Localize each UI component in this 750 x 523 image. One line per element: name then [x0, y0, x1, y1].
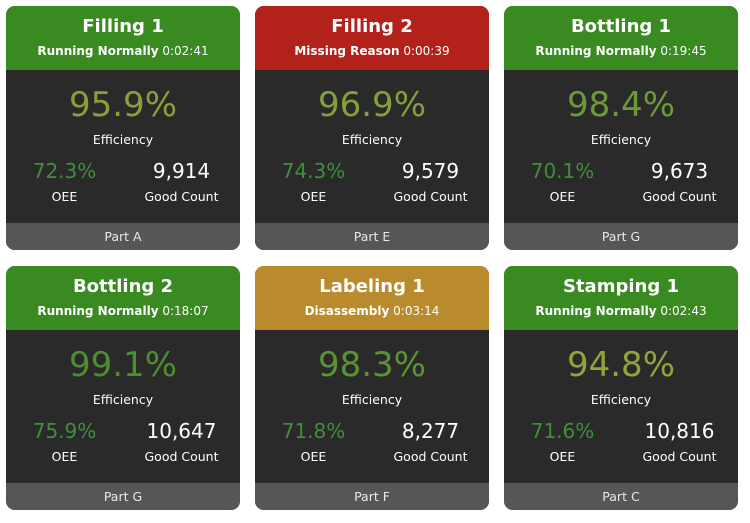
oee-value: 72.3%	[32, 159, 97, 183]
good-count-block: 10,647 Good Count	[123, 419, 240, 469]
card-body: 95.9% Efficiency 72.3% OEE 9,914 Good Count	[6, 71, 240, 222]
oee-label: OEE	[549, 189, 576, 204]
oee-block: 74.3% OEE	[255, 159, 372, 209]
good-count-label: Good Count	[393, 449, 468, 464]
machine-card: Filling 1 Running Normally 0:02:41 95.9% Ef…	[6, 6, 240, 250]
status-time: 0:03:14	[393, 304, 440, 318]
status: Missing Reason	[294, 44, 400, 58]
good-count-value: 8,277	[401, 419, 460, 443]
oee-value: 70.1%	[530, 159, 595, 183]
part-name: Part E	[255, 223, 489, 250]
oee-value: 71.8%	[281, 419, 346, 443]
efficiency-label: Efficiency	[590, 392, 652, 407]
oee-value: 74.3%	[281, 159, 346, 183]
card-header: Bottling 2 Running Normally 0:18:07	[6, 266, 240, 330]
good-count-label: Good Count	[642, 189, 717, 204]
oee-label: OEE	[51, 449, 78, 464]
oee-block: 70.1% OEE	[504, 159, 621, 209]
oee-label: OEE	[300, 449, 327, 464]
card-header: Stamping 1 Running Normally 0:02:43	[504, 266, 738, 330]
status-time: 0:18:07	[162, 304, 209, 318]
part-name: Part C	[504, 483, 738, 510]
good-count-block: 9,579 Good Count	[372, 159, 489, 209]
good-count-block: 9,673 Good Count	[621, 159, 738, 209]
machine-name: Bottling 1	[570, 16, 672, 37]
efficiency-value: 95.9%	[68, 85, 177, 125]
efficiency-value: 99.1%	[68, 345, 177, 385]
good-count-block: 8,277 Good Count	[372, 419, 489, 469]
efficiency-label: Efficiency	[341, 392, 403, 407]
part-name: Part A	[6, 223, 240, 250]
good-count-label: Good Count	[393, 189, 468, 204]
status-line: Disassembly 0:03:14	[255, 304, 489, 318]
efficiency-label: Efficiency	[341, 132, 403, 147]
machine-name: Filling 2	[331, 16, 413, 37]
oee-block: 75.9% OEE	[6, 419, 123, 469]
good-count-value: 9,579	[401, 159, 460, 183]
oee-block: 71.6% OEE	[504, 419, 621, 469]
oee-label: OEE	[300, 189, 327, 204]
machine-name: Stamping 1	[562, 276, 679, 297]
good-count-value: 10,816	[644, 419, 715, 443]
card-body: 98.4% Efficiency 70.1% OEE 9,673 Good Count	[504, 71, 738, 222]
machine-card: Stamping 1 Running Normally 0:02:43 94.8% E…	[504, 266, 738, 510]
oee-block: 71.8% OEE	[255, 419, 372, 469]
part-name: Part G	[6, 483, 240, 510]
status-line: Running Normally 0:18:07	[6, 304, 240, 318]
good-count-block: 10,816 Good Count	[621, 419, 738, 469]
status: Running Normally	[37, 44, 159, 58]
oee-value: 71.6%	[530, 419, 595, 443]
part-name: Part F	[255, 483, 489, 510]
oee-label: OEE	[51, 189, 78, 204]
machine-name: Labeling 1	[319, 276, 425, 297]
good-count-label: Good Count	[144, 449, 219, 464]
status: Running Normally	[37, 304, 159, 318]
card-body: 99.1% Efficiency 75.9% OEE 10,647 Good Count	[6, 331, 240, 482]
oee-block: 72.3% OEE	[6, 159, 123, 209]
efficiency-label: Efficiency	[590, 132, 652, 147]
efficiency-value: 98.3%	[317, 345, 426, 385]
machine-card: Bottling 1 Running Normally 0:19:45 98.4% E…	[504, 6, 738, 250]
status-line: Running Normally 0:19:45	[504, 44, 738, 58]
status-time: 0:02:41	[162, 44, 209, 58]
good-count-value: 9,673	[650, 159, 709, 183]
efficiency-value: 98.4%	[566, 85, 675, 125]
efficiency-value: 94.8%	[566, 345, 675, 385]
efficiency-label: Efficiency	[92, 132, 154, 147]
good-count-block: 9,914 Good Count	[123, 159, 240, 209]
machine-card: Bottling 2 Running Normally 0:18:07 99.1% E…	[6, 266, 240, 510]
status-time: 0:00:39	[403, 44, 450, 58]
efficiency-value: 96.9%	[317, 85, 426, 125]
card-body: 94.8% Efficiency 71.6% OEE 10,816 Good Count	[504, 331, 738, 482]
good-count-value: 10,647	[146, 419, 217, 443]
card-header: Labeling 1 Disassembly 0:03:14	[255, 266, 489, 330]
status-line: Running Normally 0:02:43	[504, 304, 738, 318]
machine-name: Filling 1	[82, 16, 164, 37]
card-header: Bottling 1 Running Normally 0:19:45	[504, 6, 738, 70]
card-body: 98.3% Efficiency 71.8% OEE 8,277 Good Count	[255, 331, 489, 482]
part-name: Part G	[504, 223, 738, 250]
good-count-label: Good Count	[642, 449, 717, 464]
oee-label: OEE	[549, 449, 576, 464]
machine-name: Bottling 2	[72, 276, 174, 297]
card-body: 96.9% Efficiency 74.3% OEE 9,579 Good Count	[255, 71, 489, 222]
status: Running Normally	[535, 44, 657, 58]
status-time: 0:02:43	[660, 304, 707, 318]
good-count-value: 9,914	[152, 159, 211, 183]
status-time: 0:19:45	[660, 44, 707, 58]
good-count-label: Good Count	[144, 189, 219, 204]
card-header: Filling 1 Running Normally 0:02:41	[6, 6, 240, 70]
oee-value: 75.9%	[32, 419, 97, 443]
machine-card: Filling 2 Missing Reason 0:00:39 96.9% Effi…	[255, 6, 489, 250]
status: Disassembly	[304, 304, 390, 318]
efficiency-label: Efficiency	[92, 392, 154, 407]
status-line: Missing Reason 0:00:39	[255, 44, 489, 58]
machine-card: Labeling 1 Disassembly 0:03:14 98.3% Effici…	[255, 266, 489, 510]
card-header: Filling 2 Missing Reason 0:00:39	[255, 6, 489, 70]
status-line: Running Normally 0:02:41	[6, 44, 240, 58]
status: Running Normally	[535, 304, 657, 318]
